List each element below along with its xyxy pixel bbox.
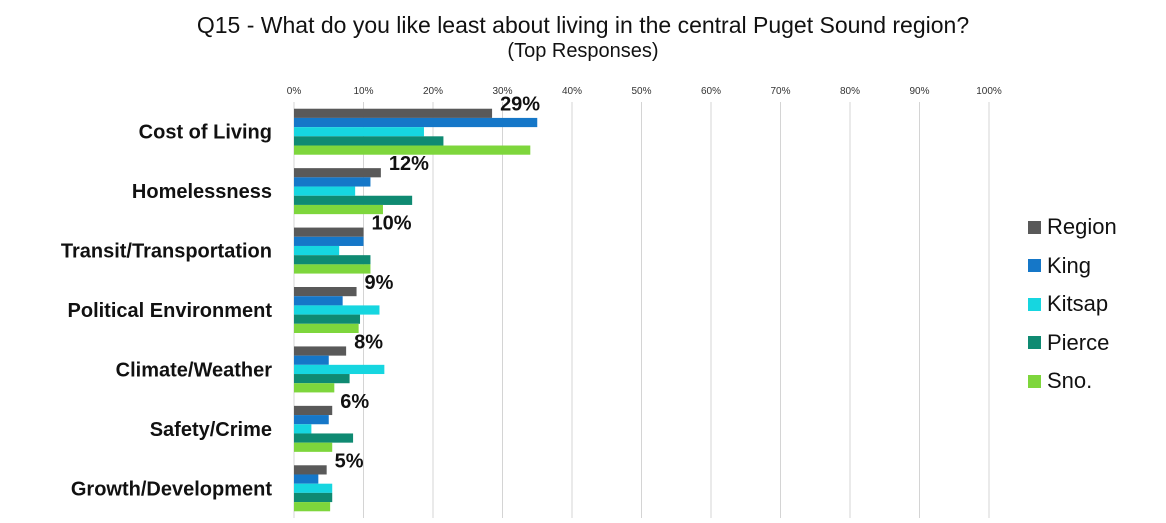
bar-pierce	[294, 255, 371, 265]
legend-label: Region	[1047, 214, 1117, 240]
bar-kitsap	[294, 305, 380, 315]
category-label: Safety/Crime	[150, 419, 272, 441]
category-labels: Cost of Living Homelessness Transit/Transp…	[61, 122, 272, 501]
bar-region	[294, 287, 357, 297]
legend-item: Sno.	[1028, 362, 1117, 401]
bar-king	[294, 117, 538, 128]
bar-region	[294, 465, 327, 475]
bar-pierce	[294, 136, 444, 146]
bar-sno	[294, 204, 383, 215]
legend-swatch	[1028, 336, 1041, 350]
bar-king	[294, 236, 364, 246]
category-label: Homelessness	[132, 181, 272, 203]
x-tick-label: 30%	[492, 86, 512, 97]
x-tick-label: 80%	[840, 86, 860, 97]
bar-pierce	[294, 492, 333, 503]
legend-label: Sno.	[1047, 368, 1093, 394]
category-label: Political Environment	[68, 300, 273, 322]
bar-king	[294, 355, 329, 365]
category-label: Growth/Development	[71, 478, 272, 500]
legend-label: King	[1047, 252, 1092, 278]
bar-sno	[294, 383, 335, 393]
bar-region	[294, 405, 333, 416]
bar-sno	[294, 323, 359, 333]
bar-region	[294, 346, 347, 356]
x-tick-label: 90%	[909, 86, 929, 97]
x-axis-ticks: 0% 10% 20% 30% 40% 50% 60% 70% 80% 90% 100%	[287, 86, 1002, 97]
x-tick-label: 70%	[770, 86, 790, 97]
bar-kitsap	[294, 245, 340, 256]
data-label: 29%	[500, 94, 540, 116]
category-label: Climate/Weather	[116, 359, 273, 381]
chart-title: Q15 - What do you like least about livin…	[196, 12, 970, 38]
data-label: 12%	[389, 153, 429, 175]
legend-label: Kitsap	[1047, 291, 1109, 317]
data-label: 6%	[340, 391, 369, 413]
bar-king	[294, 177, 371, 187]
legend-swatch	[1028, 220, 1041, 234]
data-labels: 29% 12% 10% 9% 8% 6% 5%	[335, 94, 541, 473]
legend-swatch	[1028, 297, 1041, 311]
bar-king	[294, 474, 319, 484]
bar-sno	[294, 502, 331, 512]
bar-pierce	[294, 433, 354, 443]
legend-item: King	[1028, 247, 1117, 286]
x-tick-label: 50%	[631, 86, 651, 97]
bar-king	[294, 296, 343, 306]
legend-swatch	[1028, 259, 1041, 273]
bar-king	[294, 415, 329, 425]
data-label: 8%	[354, 331, 383, 353]
legend: Region King Kitsap Pierce Sno.	[1028, 208, 1117, 401]
bar-region	[294, 168, 381, 178]
bar-pierce	[294, 195, 413, 205]
bar-kitsap	[294, 364, 385, 375]
bar-sno	[294, 264, 371, 274]
bars	[294, 108, 538, 512]
legend-item: Region	[1028, 208, 1117, 247]
chart-subtitle: (Top Responses)	[507, 40, 659, 62]
x-tick-label: 20%	[423, 86, 443, 97]
bar-kitsap	[294, 483, 333, 493]
x-tick-label: 40%	[562, 86, 582, 97]
bar-region	[294, 227, 364, 237]
data-label: 9%	[365, 272, 394, 294]
x-tick-label: 0%	[287, 86, 302, 97]
bar-sno	[294, 442, 333, 452]
category-label: Cost of Living	[139, 122, 272, 144]
bar-pierce	[294, 374, 350, 384]
x-tick-label: 60%	[701, 86, 721, 97]
legend-item: Kitsap	[1028, 285, 1117, 324]
bar-kitsap	[294, 424, 312, 434]
bar-sno	[294, 145, 531, 155]
bar-region	[294, 108, 493, 118]
bar-kitsap	[294, 186, 356, 196]
legend-label: Pierce	[1047, 329, 1110, 355]
category-label: Transit/Transportation	[61, 241, 272, 263]
data-label: 10%	[372, 213, 412, 235]
x-tick-label: 100%	[976, 86, 1002, 97]
x-tick-label: 10%	[353, 86, 373, 97]
data-label: 5%	[335, 450, 364, 472]
bar-pierce	[294, 314, 361, 324]
legend-item: Pierce	[1028, 324, 1117, 363]
legend-swatch	[1028, 374, 1041, 388]
bar-kitsap	[294, 127, 424, 137]
